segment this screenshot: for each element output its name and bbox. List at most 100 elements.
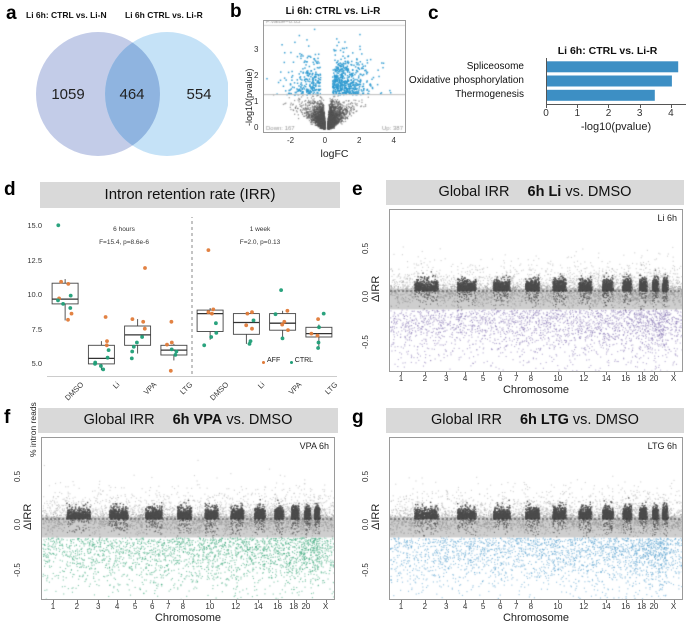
irr-point <box>140 335 144 339</box>
panel_f-xtick-mark <box>182 600 184 603</box>
irr-legend-dot <box>289 361 293 364</box>
irr-point <box>69 311 74 316</box>
irr-point <box>131 344 136 349</box>
panel-e-xlabel: Chromosome <box>502 384 570 396</box>
irr-point <box>169 319 174 324</box>
irr-point <box>61 302 65 306</box>
irr-point <box>273 312 278 317</box>
panel_g-xtick: 14 <box>601 602 611 611</box>
irr-point <box>168 368 173 373</box>
panel_e-xtick: 8 <box>528 374 534 383</box>
panel-e-header-bold: 6h Li <box>527 184 562 200</box>
irr-point <box>214 321 218 326</box>
irr-point <box>316 317 320 321</box>
pathway-category-label: Thermogenesis <box>455 89 524 101</box>
irr-point <box>282 319 287 324</box>
volcano-plot-area <box>263 20 406 133</box>
irr-point <box>165 342 169 347</box>
irr-point <box>206 248 211 252</box>
volcano-ylabel: -log10(pvalue) <box>244 68 254 126</box>
irr-point <box>56 298 60 303</box>
irr-point <box>66 282 71 286</box>
panel_f-xtick: 1 <box>50 602 56 611</box>
panel_e-xtick-mark <box>606 372 608 375</box>
panel_e-ytick: 0.5 <box>361 243 370 255</box>
panel-d-header-text: Intron retention rate (IRR) <box>104 186 276 203</box>
irr-point <box>141 319 146 324</box>
panel_g-xtick-mark <box>583 600 585 603</box>
panel-b-letter: b <box>230 1 242 22</box>
panel_e-xtick-mark <box>673 372 675 375</box>
irr-group-stats: F=2.0, p=0.13 <box>239 239 281 246</box>
panel_g-xtick-mark <box>673 600 675 603</box>
panel_e-xtick-mark <box>424 372 426 375</box>
panel_e-xtick: 10 <box>553 374 563 383</box>
irr-point <box>68 306 73 310</box>
pathway-xtick: 2 <box>605 108 612 119</box>
panel_g-xtick-mark <box>424 600 426 603</box>
irr-point <box>169 340 174 345</box>
panel_f-xtick-mark <box>76 600 78 603</box>
panel-c: c Li 6h: CTRL vs. Li-R Spliceosome Oxidat… <box>409 0 690 170</box>
panel_e-xtick: 2 <box>422 374 428 383</box>
panel_e-xtick: 5 <box>480 374 486 383</box>
irr-point <box>202 343 207 348</box>
panel_e-xtick: 14 <box>601 374 611 383</box>
panel_g-xtick-mark <box>606 600 608 603</box>
panel_f-xtick: 6 <box>150 602 155 611</box>
panel-f-header-suffix: vs. DMSO <box>226 412 293 428</box>
panel-g-header-bold: 6h LTG <box>519 412 569 428</box>
panel_e-xtick: 3 <box>444 374 449 383</box>
irr-point <box>280 336 285 341</box>
irr-point <box>247 342 252 346</box>
panel_e-ytick: 0.0 <box>361 290 370 302</box>
panel-e-header: Global IRR 6h Li vs. DMSO <box>386 180 684 205</box>
irr-point <box>104 343 109 348</box>
irr-point <box>130 317 135 321</box>
panel_e-xtick-mark <box>625 372 627 375</box>
panel_e-xtick: 18 <box>637 374 647 383</box>
volcano-xtick: -2 <box>286 136 295 145</box>
irr-legend-label: CTRL <box>294 357 314 364</box>
panel_g-xtick-mark <box>516 600 518 603</box>
panel_e-xtick-mark <box>516 372 518 375</box>
panel_g-xtick-mark <box>500 600 502 603</box>
irr-point <box>59 279 63 284</box>
panel_f-xtick-mark <box>152 600 154 603</box>
irr-point <box>105 355 110 360</box>
irr-point <box>209 335 214 339</box>
volcano-ytick: 2 <box>254 70 259 80</box>
panel_g-xtick: 16 <box>621 602 631 611</box>
panel_g-xtick: 1 <box>398 602 404 611</box>
irr-point <box>317 325 321 330</box>
irr-point <box>173 353 178 357</box>
irr-point <box>285 308 290 313</box>
panel_g-ytick: 0.0 <box>361 518 370 530</box>
irr-point <box>169 347 174 352</box>
volcano-xtick: 2 <box>357 136 362 145</box>
panel-f-letter: f <box>4 407 11 428</box>
panel_f-xtick-mark <box>135 600 137 603</box>
pathway-bar <box>547 61 679 73</box>
pathway-bar <box>547 75 672 87</box>
irr-point <box>211 307 216 312</box>
venn-caption-left: Li 6h: CTRL vs. Li-N <box>26 10 107 20</box>
irr-point <box>286 328 290 332</box>
volcano-title: Li 6h: CTRL vs. Li-R <box>285 6 381 17</box>
panel_e-xtick: X <box>670 374 677 383</box>
panel_g-xtick-mark <box>446 600 448 603</box>
panel-e: e Global IRR 6h Li vs. DMSO ΔIRR -0.5 0.0… <box>348 172 690 400</box>
panel_g-xtick: 3 <box>444 602 449 611</box>
panel_f-xtick: 20 <box>301 602 311 611</box>
volcano-ytick: 0 <box>254 123 259 133</box>
panel_g-xtick-mark <box>401 600 403 603</box>
panel_g-ytick: 0.5 <box>361 471 370 483</box>
irr-point <box>321 311 326 316</box>
panel_e-xtick: 4 <box>462 374 468 383</box>
panel_f-xtick-mark <box>209 600 211 603</box>
irr-ytick: 7.5 <box>31 324 42 334</box>
irr-point <box>135 340 139 345</box>
volcano-ytick: 1 <box>254 96 259 106</box>
irr-point <box>251 318 256 323</box>
panel_g-xtick: 7 <box>514 602 519 611</box>
